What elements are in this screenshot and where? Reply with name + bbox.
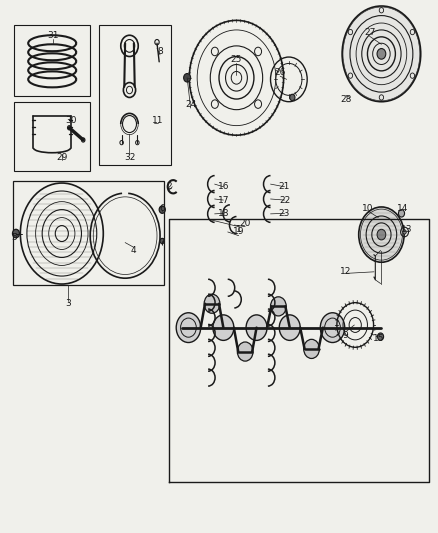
Circle shape — [378, 333, 384, 341]
Text: 21: 21 — [279, 182, 290, 191]
Text: 9: 9 — [343, 331, 349, 340]
Text: 26: 26 — [275, 68, 286, 77]
Circle shape — [359, 207, 404, 262]
Circle shape — [279, 315, 300, 341]
Text: 12: 12 — [340, 268, 351, 276]
Text: 32: 32 — [124, 153, 135, 162]
Circle shape — [176, 313, 201, 343]
Text: 1: 1 — [236, 225, 241, 234]
Circle shape — [237, 342, 253, 361]
Circle shape — [204, 294, 220, 313]
Circle shape — [213, 315, 234, 341]
Circle shape — [290, 94, 295, 101]
Text: 27: 27 — [364, 28, 375, 37]
Circle shape — [160, 238, 164, 244]
Bar — [14, 25, 90, 96]
Circle shape — [184, 74, 191, 82]
Text: 24: 24 — [185, 100, 196, 109]
Circle shape — [159, 206, 165, 213]
Text: 30: 30 — [65, 116, 76, 125]
Text: 10: 10 — [362, 204, 373, 213]
Text: 7: 7 — [159, 238, 165, 247]
Bar — [14, 102, 90, 171]
Text: 23: 23 — [279, 209, 290, 218]
Bar — [13, 181, 163, 285]
Text: 14: 14 — [397, 204, 408, 213]
Circle shape — [12, 229, 19, 238]
Text: 25: 25 — [231, 55, 242, 63]
Text: 19: 19 — [233, 228, 244, 237]
Circle shape — [377, 229, 386, 240]
Text: 20: 20 — [240, 220, 251, 229]
Circle shape — [377, 49, 386, 59]
Text: 28: 28 — [340, 94, 351, 103]
Text: 29: 29 — [56, 153, 67, 162]
Text: 6: 6 — [159, 204, 165, 213]
Circle shape — [320, 313, 345, 343]
Text: 4: 4 — [131, 246, 137, 255]
Text: 13: 13 — [401, 225, 413, 234]
Text: 11: 11 — [152, 116, 164, 125]
Circle shape — [271, 297, 286, 316]
Text: 31: 31 — [47, 31, 59, 40]
Text: 8: 8 — [157, 47, 163, 55]
Text: 3: 3 — [66, 299, 71, 308]
Text: 18: 18 — [218, 209, 229, 218]
Circle shape — [246, 315, 267, 341]
Text: 17: 17 — [218, 196, 229, 205]
Circle shape — [403, 230, 406, 234]
Text: 5: 5 — [11, 233, 17, 242]
Text: 22: 22 — [279, 196, 290, 205]
Text: 2: 2 — [166, 182, 172, 191]
Bar — [99, 25, 171, 165]
Circle shape — [304, 340, 319, 359]
Text: 15: 15 — [373, 334, 384, 343]
Text: 16: 16 — [218, 182, 229, 191]
Circle shape — [342, 6, 421, 102]
Circle shape — [399, 209, 405, 217]
